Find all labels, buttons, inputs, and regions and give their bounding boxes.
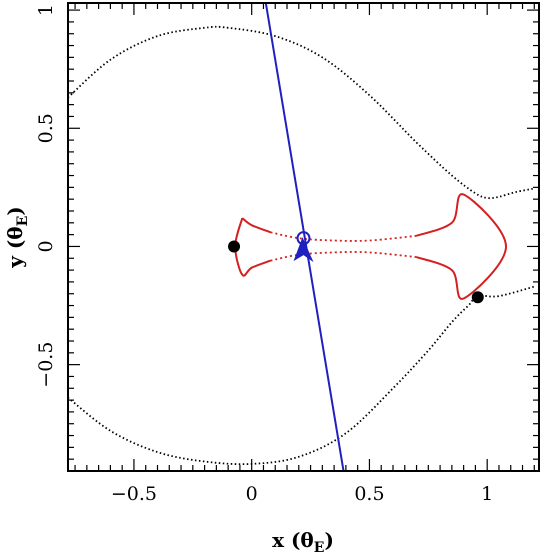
y-tick-label: 0.5 xyxy=(35,113,57,143)
critical-curve-lower xyxy=(68,285,535,466)
x-tick-label: −0.5 xyxy=(111,483,157,505)
plot-frame xyxy=(67,2,540,472)
x-axis-label: x (θE) xyxy=(272,528,334,555)
caustic-segment xyxy=(416,193,508,300)
y-tick-label: −0.5 xyxy=(35,342,57,388)
direction-arrow xyxy=(293,237,314,263)
x-tick-label: 0.5 xyxy=(354,483,384,505)
axis-tick-labels: −0.5 0 0.5 1 −0.5 0 0.5 1 xyxy=(35,4,493,505)
caustic-segment xyxy=(241,217,271,234)
x-axis-label-sub: E xyxy=(314,540,325,555)
y-axis-label-sub: E xyxy=(15,216,31,227)
caustic-segment xyxy=(270,251,417,262)
x-tick-label: 0 xyxy=(246,483,258,505)
caustic-segment xyxy=(270,231,417,242)
lens-point-1 xyxy=(228,240,241,253)
x-axis-label-main: x (θ xyxy=(272,528,314,552)
caustic-segment xyxy=(234,217,271,277)
axis-ticks xyxy=(68,3,539,471)
y-axis-label-main: y (θ xyxy=(3,226,27,268)
y-tick-label: 0 xyxy=(35,240,57,252)
critical-curve-upper xyxy=(68,25,535,200)
source-trajectory-line xyxy=(264,3,345,471)
x-axis-label-close: ) xyxy=(324,528,333,552)
y-axis-label-close: ) xyxy=(3,206,27,215)
y-axis-label: y (θE) xyxy=(3,206,31,269)
lens-point-2 xyxy=(471,291,484,304)
y-tick-label: 1 xyxy=(35,4,57,16)
plot-content xyxy=(68,3,535,471)
x-tick-label: 1 xyxy=(481,483,493,505)
